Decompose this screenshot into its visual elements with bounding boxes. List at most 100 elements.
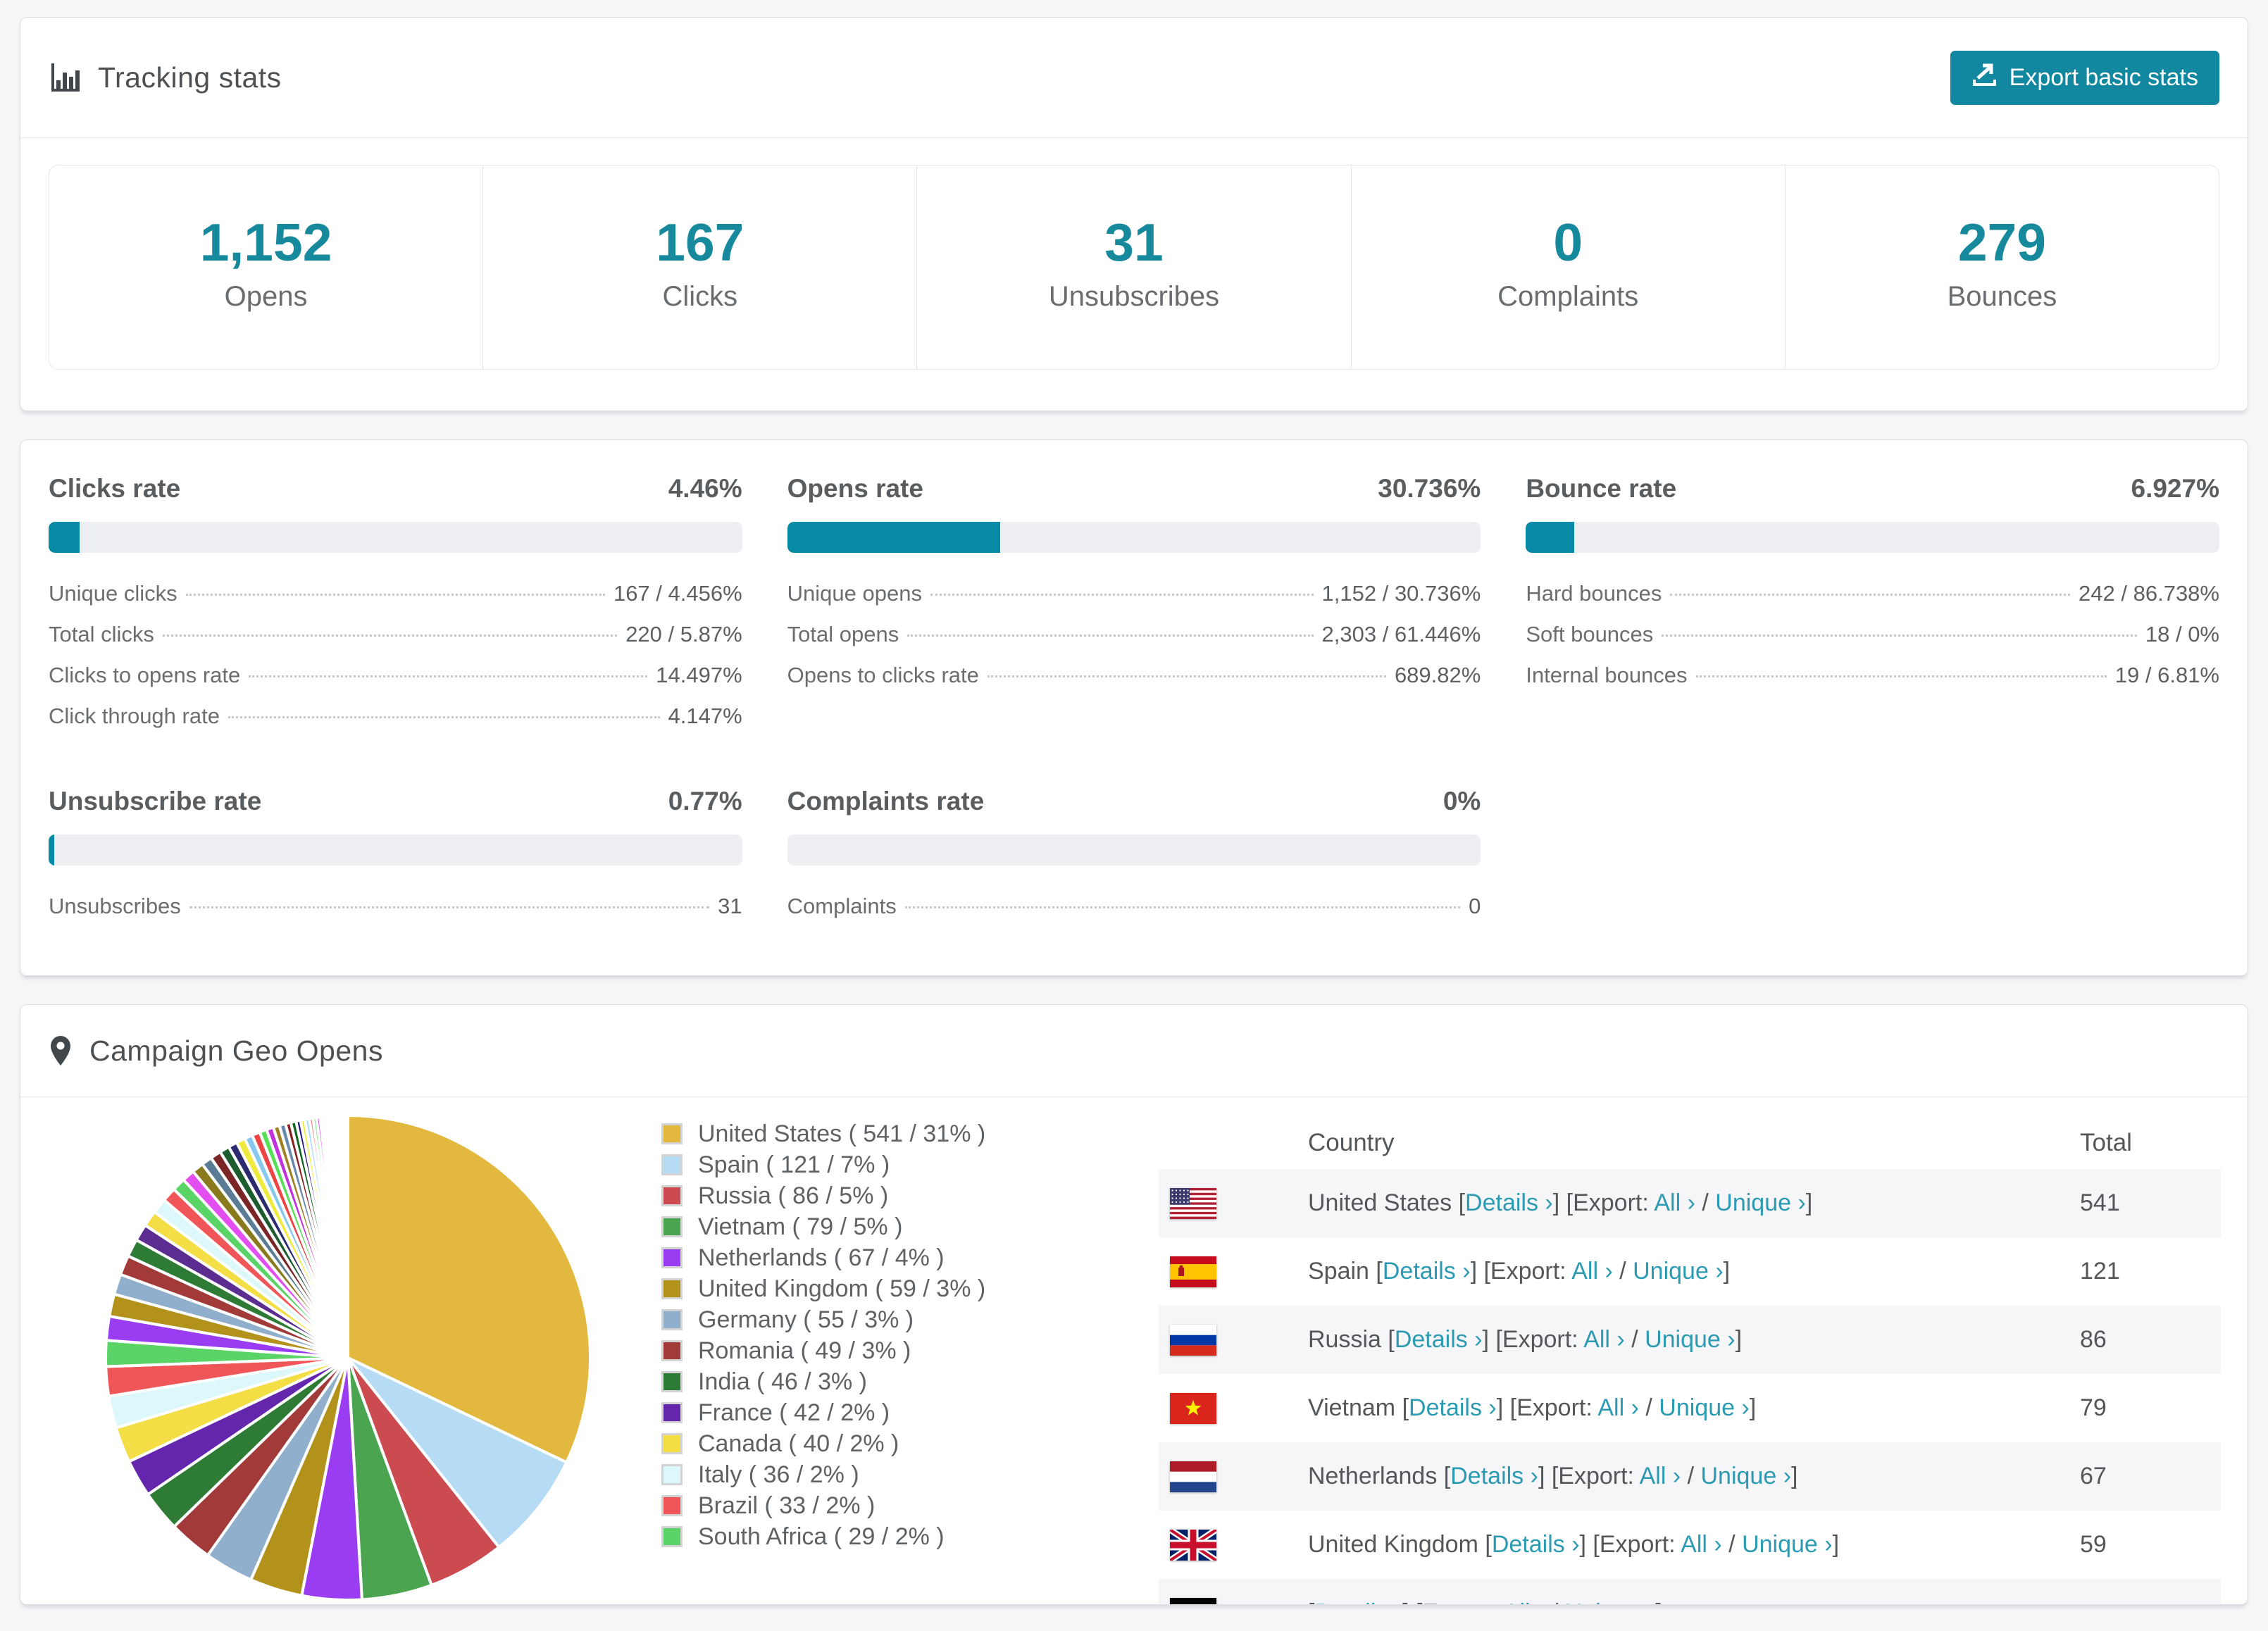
country-flag-icon	[1170, 1256, 1216, 1287]
legend-item[interactable]: Canada ( 40 / 2% )	[661, 1428, 1028, 1459]
legend-item[interactable]: Italy ( 36 / 2% )	[661, 1459, 1028, 1490]
export-label: Export:	[1599, 1531, 1676, 1558]
export-all-link[interactable]: All ›	[1583, 1326, 1625, 1353]
rate-detail-rows: Complaints 0	[787, 894, 1481, 935]
rate-detail-row: Internal bounces 19 / 6.81%	[1526, 663, 2219, 704]
rates-card: Clicks rate 4.46% Unique clicks 167 / 4.…	[20, 439, 2248, 976]
legend-swatch	[661, 1495, 683, 1516]
rate-value: 0%	[1443, 787, 1481, 816]
rate-detail-row: Total clicks 220 / 5.87%	[49, 622, 742, 663]
summary-stat-label: Bounces	[1947, 281, 2057, 312]
export-unique-link[interactable]: Unique ›	[1645, 1326, 1736, 1353]
geo-table-body: United States [Details ›] [Export: All ›…	[1159, 1169, 2221, 1604]
export-icon	[1971, 63, 1997, 93]
export-unique-link[interactable]: Unique ›	[1633, 1258, 1724, 1285]
export-all-link[interactable]: All ›	[1571, 1258, 1613, 1285]
summary-stat-value: 279	[1957, 213, 2046, 272]
country-name: United Kingdom	[1308, 1531, 1478, 1558]
rate-progress-bar	[787, 835, 1481, 866]
export-all-link[interactable]: All ›	[1681, 1531, 1722, 1558]
details-link[interactable]: Details ›	[1409, 1394, 1497, 1421]
summary-stat-label: Clicks	[662, 281, 738, 312]
country-column-header: Country	[1308, 1129, 1395, 1156]
details-link[interactable]: Details ›	[1382, 1258, 1471, 1285]
details-link[interactable]: Details ›	[1394, 1326, 1483, 1353]
total-cell: 79	[2080, 1394, 2107, 1421]
export-unique-link[interactable]: Unique ›	[1700, 1463, 1792, 1489]
country-name: Spain	[1308, 1258, 1369, 1285]
rate-detail-row: Unique opens 1,152 / 30.736%	[787, 581, 1481, 622]
export-label: Export:	[1558, 1463, 1635, 1489]
tracking-stats-header: Tracking stats Export basic stats	[20, 18, 2248, 137]
geo-table-header: Country Total	[1159, 1117, 2221, 1169]
legend-item[interactable]: Romania ( 49 / 3% )	[661, 1335, 1028, 1366]
summary-stat-label: Opens	[224, 281, 308, 312]
legend-swatch	[661, 1526, 683, 1547]
section-title: Campaign Geo Opens	[89, 1034, 383, 1067]
export-all-link[interactable]: All ›	[1639, 1463, 1681, 1489]
details-link[interactable]: Details ›	[1465, 1189, 1553, 1216]
rate-detail-row: Click through rate 4.147%	[49, 704, 742, 744]
rate-detail-row: Hard bounces 242 / 86.738%	[1526, 581, 2219, 622]
legend-item[interactable]: United Kingdom ( 59 / 3% )	[661, 1273, 1028, 1304]
rate-detail-value: 242 / 86.738%	[2079, 581, 2219, 606]
rate-detail-value: 19 / 6.81%	[2114, 663, 2219, 687]
legend-item[interactable]: United States ( 541 / 31% )	[661, 1118, 1028, 1149]
dotted-leader	[228, 716, 660, 718]
rate-detail-label: Opens to clicks rate	[787, 663, 979, 687]
country-cell: Spain [Details ›] [Export: All › / Uniqu…	[1308, 1258, 1731, 1285]
rate-detail-row: Total opens 2,303 / 61.446%	[787, 622, 1481, 663]
details-link[interactable]: Details ›	[1491, 1531, 1580, 1558]
legend-item[interactable]: Brazil ( 33 / 2% )	[661, 1490, 1028, 1521]
export-unique-link[interactable]: Unique ›	[1565, 1599, 1656, 1604]
export-all-link[interactable]: All ›	[1504, 1599, 1545, 1604]
rate-detail-label: Clicks to opens rate	[49, 663, 241, 687]
dotted-leader	[249, 675, 648, 677]
rate-block: Complaints rate 0% Complaints 0	[787, 787, 1481, 935]
legend-item[interactable]: India ( 46 / 3% )	[661, 1366, 1028, 1397]
export-label: Export:	[1516, 1394, 1593, 1421]
table-row: United Kingdom [Details ›] [Export: All …	[1159, 1511, 2221, 1579]
tracking-stats-title: Tracking stats	[49, 61, 282, 94]
rate-detail-row: Soft bounces 18 / 0%	[1526, 622, 2219, 663]
legend-item[interactable]: Netherlands ( 67 / 4% )	[661, 1242, 1028, 1273]
legend-swatch	[661, 1371, 683, 1392]
country-cell: Vietnam [Details ›] [Export: All › / Uni…	[1308, 1394, 1757, 1421]
export-all-link[interactable]: All ›	[1597, 1394, 1639, 1421]
export-unique-link[interactable]: Unique ›	[1659, 1394, 1750, 1421]
country-name: Russia	[1308, 1326, 1381, 1353]
rate-detail-value: 18 / 0%	[2145, 622, 2219, 646]
summary-stats-row: 1,152 Opens 167 Clicks 31 Unsubscribes 0…	[49, 165, 2219, 370]
legend-swatch	[661, 1464, 683, 1485]
export-unique-link[interactable]: Unique ›	[1715, 1189, 1806, 1216]
country-flag-icon	[1170, 1461, 1216, 1492]
legend-label: France ( 42 / 2% )	[698, 1399, 890, 1426]
summary-stat-label: Complaints	[1497, 281, 1639, 312]
legend-item[interactable]: Russia ( 86 / 5% )	[661, 1180, 1028, 1211]
export-unique-link[interactable]: Unique ›	[1742, 1531, 1833, 1558]
rate-block: Bounce rate 6.927% Hard bounces 242 / 86…	[1526, 474, 2219, 744]
dotted-leader	[162, 635, 618, 637]
legend-label: Germany ( 55 / 3% )	[698, 1306, 914, 1333]
export-basic-stats-button[interactable]: Export basic stats	[1950, 50, 2219, 105]
legend-item[interactable]: Germany ( 55 / 3% )	[661, 1304, 1028, 1335]
export-label: Export:	[1573, 1189, 1649, 1216]
export-all-link[interactable]: All ›	[1654, 1189, 1695, 1216]
details-link[interactable]: Details ›	[1450, 1463, 1538, 1489]
legend-item[interactable]: Vietnam ( 79 / 5% )	[661, 1211, 1028, 1242]
dotted-leader	[1662, 635, 2137, 637]
geo-pie-chart[interactable]	[101, 1111, 594, 1604]
country-name: United States	[1308, 1189, 1452, 1216]
legend-item[interactable]: Spain ( 121 / 7% )	[661, 1149, 1028, 1180]
geo-opens-title: Campaign Geo Opens	[49, 1035, 383, 1068]
details-link[interactable]: Details ›	[1314, 1599, 1402, 1604]
country-flag-icon	[1170, 1392, 1216, 1424]
rate-detail-row: Unique clicks 167 / 4.456%	[49, 581, 742, 622]
legend-item[interactable]: France ( 42 / 2% )	[661, 1397, 1028, 1428]
summary-stat-cell: 279 Bounces	[1786, 165, 2219, 369]
total-column-header: Total	[2080, 1129, 2132, 1156]
page-title: Tracking stats	[98, 61, 282, 94]
rate-value: 6.927%	[2131, 474, 2220, 503]
legend-item[interactable]: South Africa ( 29 / 2% )	[661, 1521, 1028, 1552]
geo-header-divider	[20, 1096, 2248, 1097]
